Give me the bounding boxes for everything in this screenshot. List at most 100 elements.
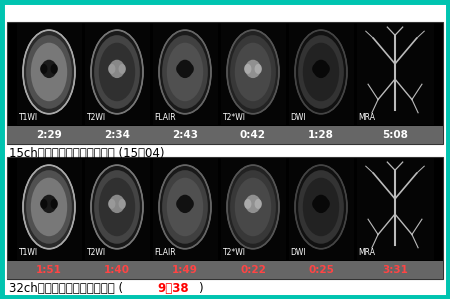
- Ellipse shape: [94, 170, 140, 244]
- Ellipse shape: [23, 30, 75, 114]
- Bar: [7, 126, 443, 144]
- Text: MRA: MRA: [359, 248, 375, 257]
- Text: DWI: DWI: [291, 113, 306, 122]
- Bar: [85, 158, 149, 260]
- Ellipse shape: [187, 199, 194, 209]
- Text: 0:25: 0:25: [308, 265, 334, 275]
- Ellipse shape: [109, 60, 125, 78]
- Ellipse shape: [313, 195, 329, 213]
- Ellipse shape: [245, 195, 261, 213]
- Ellipse shape: [245, 60, 261, 78]
- Ellipse shape: [312, 64, 319, 74]
- Ellipse shape: [255, 64, 262, 74]
- Bar: [17, 23, 81, 125]
- Text: FLAIR: FLAIR: [154, 248, 176, 257]
- Ellipse shape: [109, 195, 125, 213]
- Ellipse shape: [235, 178, 271, 236]
- Ellipse shape: [295, 30, 347, 114]
- Ellipse shape: [162, 35, 208, 109]
- Text: 1:49: 1:49: [172, 265, 198, 275]
- Text: DWI: DWI: [291, 248, 306, 257]
- Ellipse shape: [295, 165, 347, 249]
- Ellipse shape: [176, 199, 184, 209]
- Text: 2:29: 2:29: [36, 130, 62, 140]
- Text: FLAIR: FLAIR: [154, 113, 176, 122]
- Ellipse shape: [235, 43, 271, 101]
- Ellipse shape: [162, 170, 208, 244]
- Ellipse shape: [316, 81, 326, 98]
- Ellipse shape: [177, 195, 193, 213]
- Text: 0:22: 0:22: [240, 265, 266, 275]
- Text: 32chコイル使用プロトコール (: 32chコイル使用プロトコール (: [9, 282, 123, 295]
- Text: T2*WI: T2*WI: [222, 248, 246, 257]
- Ellipse shape: [248, 216, 258, 233]
- Ellipse shape: [177, 60, 193, 78]
- Ellipse shape: [244, 199, 252, 209]
- Ellipse shape: [26, 35, 72, 109]
- Text: ): ): [198, 282, 203, 295]
- Ellipse shape: [180, 216, 190, 233]
- Bar: [7, 22, 443, 144]
- Ellipse shape: [108, 64, 116, 74]
- Ellipse shape: [244, 64, 252, 74]
- Ellipse shape: [41, 60, 57, 78]
- Ellipse shape: [230, 35, 276, 109]
- Text: T2WI: T2WI: [86, 248, 106, 257]
- Ellipse shape: [187, 64, 194, 74]
- Bar: [288, 23, 354, 125]
- Ellipse shape: [167, 43, 203, 101]
- Bar: [153, 23, 217, 125]
- Ellipse shape: [303, 43, 339, 101]
- Ellipse shape: [118, 64, 126, 74]
- Bar: [17, 158, 81, 260]
- Text: 2:43: 2:43: [172, 130, 198, 140]
- Bar: [7, 261, 443, 279]
- Ellipse shape: [118, 199, 126, 209]
- Bar: [356, 23, 433, 125]
- Ellipse shape: [31, 178, 67, 236]
- Ellipse shape: [248, 81, 258, 98]
- Bar: [220, 158, 285, 260]
- Text: 0:42: 0:42: [240, 130, 266, 140]
- Bar: [85, 23, 149, 125]
- Ellipse shape: [303, 178, 339, 236]
- Text: T1WI: T1WI: [18, 113, 38, 122]
- Ellipse shape: [99, 178, 135, 236]
- Text: 2:34: 2:34: [104, 130, 130, 140]
- Ellipse shape: [50, 199, 58, 209]
- Ellipse shape: [167, 178, 203, 236]
- Ellipse shape: [40, 64, 47, 74]
- Ellipse shape: [94, 35, 140, 109]
- Ellipse shape: [227, 165, 279, 249]
- Bar: [220, 23, 285, 125]
- Ellipse shape: [91, 165, 143, 249]
- Ellipse shape: [23, 165, 75, 249]
- Ellipse shape: [44, 81, 54, 98]
- Ellipse shape: [323, 199, 330, 209]
- Text: 5:08: 5:08: [382, 130, 408, 140]
- Text: 9：38: 9：38: [157, 282, 189, 295]
- Ellipse shape: [40, 199, 47, 209]
- Ellipse shape: [180, 81, 190, 98]
- Text: 15chコイル使用プロトコール (15：04): 15chコイル使用プロトコール (15：04): [9, 147, 165, 160]
- Bar: [356, 158, 433, 260]
- Ellipse shape: [112, 81, 122, 98]
- Ellipse shape: [298, 35, 344, 109]
- Ellipse shape: [99, 43, 135, 101]
- Ellipse shape: [41, 195, 57, 213]
- Ellipse shape: [44, 216, 54, 233]
- Text: MRA: MRA: [359, 113, 375, 122]
- Text: 1:40: 1:40: [104, 265, 130, 275]
- Ellipse shape: [91, 30, 143, 114]
- Ellipse shape: [312, 199, 319, 209]
- Text: T1WI: T1WI: [18, 248, 38, 257]
- Text: T2WI: T2WI: [86, 113, 106, 122]
- Bar: [153, 158, 217, 260]
- Ellipse shape: [26, 170, 72, 244]
- Ellipse shape: [255, 199, 262, 209]
- Bar: [288, 158, 354, 260]
- Ellipse shape: [227, 30, 279, 114]
- Ellipse shape: [108, 199, 116, 209]
- Ellipse shape: [323, 64, 330, 74]
- Ellipse shape: [313, 60, 329, 78]
